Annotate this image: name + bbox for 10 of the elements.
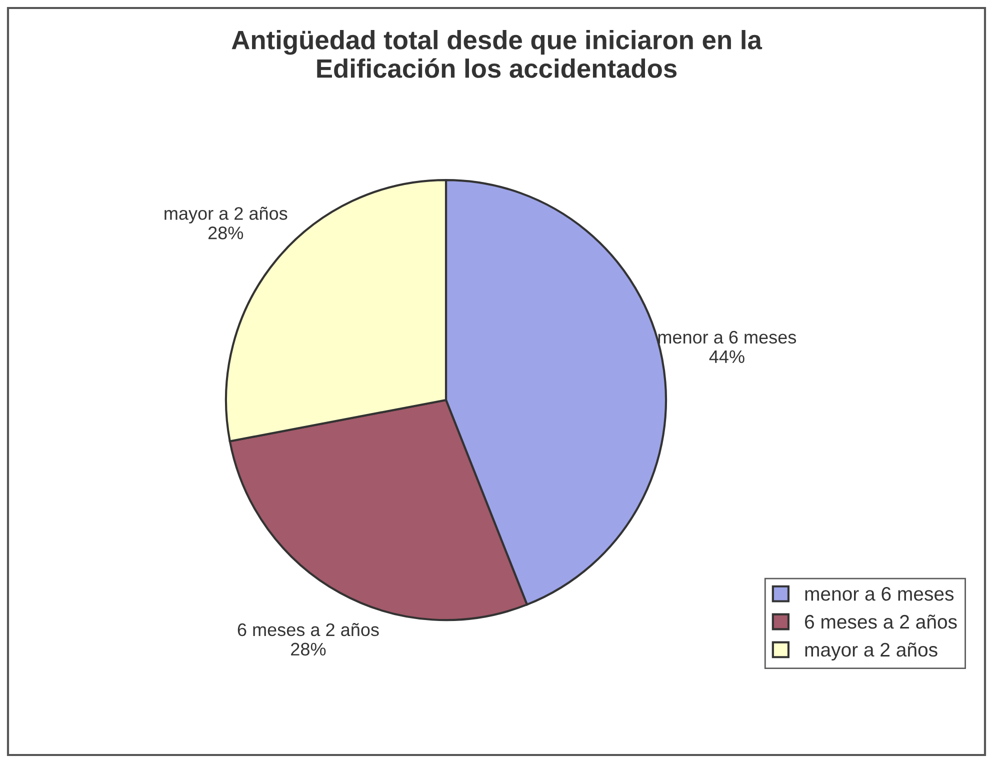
legend-label: mayor a 2 años <box>805 642 938 660</box>
slice-label: 6 meses a 2 años <box>238 623 379 636</box>
legend-label: 6 meses a 2 años <box>805 614 957 629</box>
chart-title: Antigüedad total desde que iniciaron en la Edificación los accidentados <box>232 30 762 78</box>
data-label: 44% <box>709 350 744 364</box>
data-label: 28% <box>208 226 244 240</box>
legend-label: menor a 6 meses <box>805 586 954 601</box>
data-label: 28% <box>291 642 326 656</box>
slice-label: mayor a 2 años <box>164 206 288 224</box>
slice-label: menor a 6 meses <box>658 330 796 344</box>
